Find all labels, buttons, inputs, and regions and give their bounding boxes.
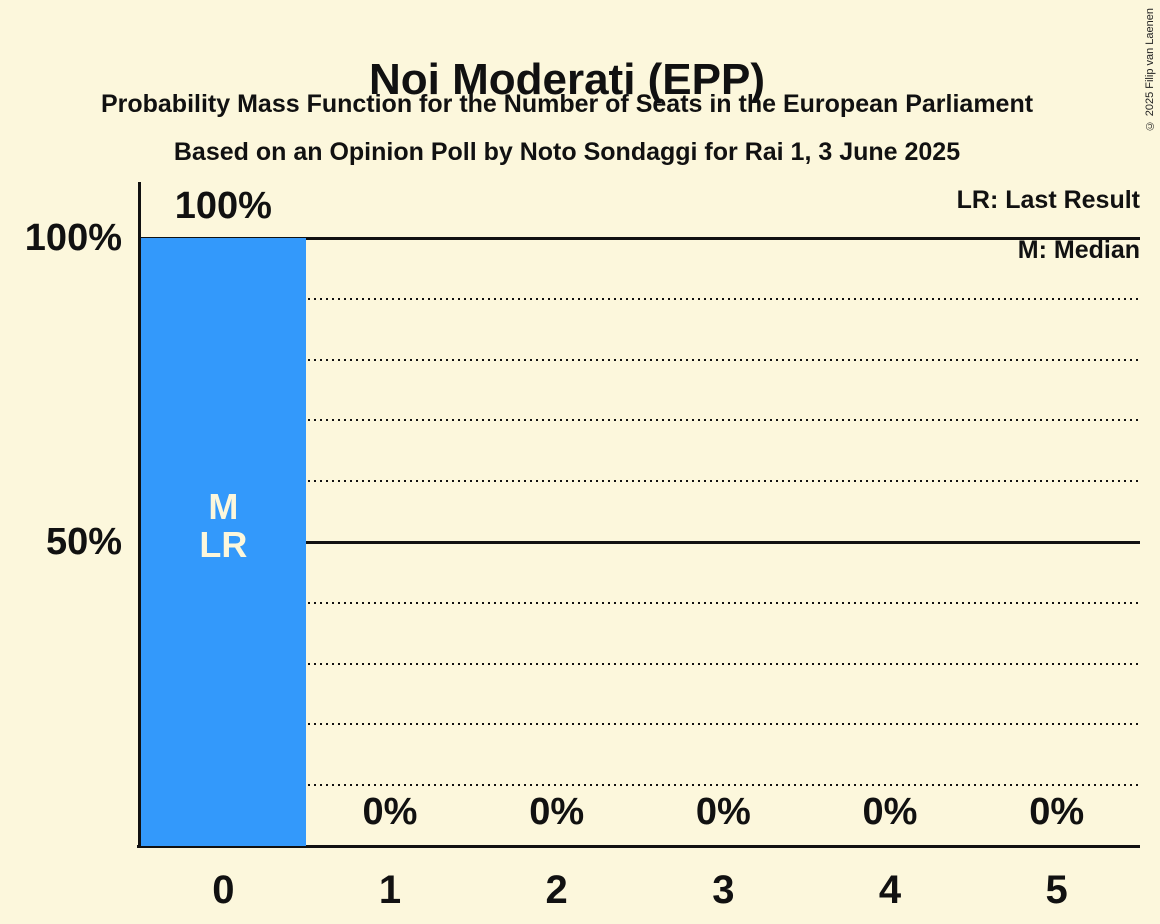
x-tick-label-1: 1 — [378, 868, 402, 912]
copyright-text: © 2025 Filip van Laenen — [1144, 8, 1156, 132]
y-axis-tick-labels: 100% 50% — [0, 217, 122, 846]
dotted-gridline-90 — [140, 297, 1140, 300]
legend-last-result-label: LR: Last Result — [956, 186, 1140, 214]
dotted-gridline-40 — [140, 601, 1140, 604]
bar-value-label-0: 100% — [174, 185, 272, 227]
x-tick-label-3: 3 — [712, 868, 735, 912]
bar-value-label-3: 0% — [695, 791, 751, 833]
plot-area: 100% 0% 0% 0% 0% 0% M LR — [140, 185, 1140, 846]
bar-value-label-4: 0% — [862, 791, 918, 833]
dotted-gridline-20 — [140, 723, 1140, 726]
x-axis-line — [137, 845, 1140, 848]
x-tick-label-5: 5 — [1045, 868, 1068, 912]
y-tick-label-50: 50% — [45, 521, 122, 563]
chart-poll-source: Based on an Opinion Poll by Noto Sondagg… — [173, 138, 961, 166]
solid-gridline-50 — [140, 541, 1140, 544]
dotted-gridline-30 — [140, 662, 1140, 665]
page-title: Noi Moderati (EPP) — [368, 55, 766, 105]
bar-value-label-5: 0% — [1029, 791, 1085, 833]
last-result-marker-label: LR — [199, 524, 248, 565]
bar-value-label-1: 0% — [362, 791, 418, 833]
x-tick-label-4: 4 — [878, 868, 902, 912]
median-marker-label: M — [208, 486, 239, 527]
y-axis-line — [138, 182, 141, 848]
bar-value-label-2: 0% — [529, 791, 585, 833]
x-tick-label-2: 2 — [545, 868, 568, 912]
x-axis-tick-labels: 0 1 2 3 4 5 — [140, 864, 1140, 920]
median-last-result-annotation: M LR — [140, 488, 307, 564]
dotted-gridline-70 — [140, 419, 1140, 422]
dotted-gridline-60 — [140, 480, 1140, 483]
chart-subtitle: Probability Mass Function for the Number… — [100, 90, 1034, 118]
x-tick-label-0: 0 — [212, 868, 235, 912]
legend-median-label: M: Median — [1017, 236, 1140, 264]
solid-gridline-100 — [140, 237, 1140, 240]
bar-seats-0 — [141, 238, 306, 846]
dotted-gridline-10 — [140, 784, 1140, 787]
y-tick-label-100: 100% — [24, 217, 122, 259]
dotted-gridline-80 — [140, 358, 1140, 361]
